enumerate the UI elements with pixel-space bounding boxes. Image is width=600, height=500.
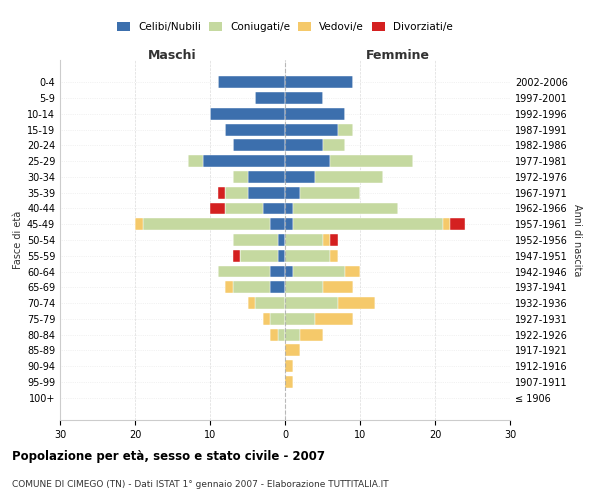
Bar xyxy=(285,344,300,356)
Bar xyxy=(285,140,323,151)
Bar xyxy=(263,313,270,325)
Text: Femmine: Femmine xyxy=(365,49,430,62)
Bar xyxy=(293,266,345,278)
Bar xyxy=(285,282,323,293)
Bar xyxy=(225,282,233,293)
Bar xyxy=(248,171,285,183)
Bar xyxy=(210,202,225,214)
Bar xyxy=(337,297,375,309)
Bar xyxy=(218,76,285,88)
Bar xyxy=(315,313,353,325)
Bar xyxy=(255,297,285,309)
Bar xyxy=(277,328,285,340)
Bar xyxy=(263,202,285,214)
Bar xyxy=(218,266,270,278)
Bar xyxy=(337,124,353,136)
Bar xyxy=(225,187,248,198)
Bar xyxy=(285,297,337,309)
Y-axis label: Fasce di età: Fasce di età xyxy=(13,211,23,269)
Bar xyxy=(285,328,300,340)
Bar xyxy=(255,92,285,104)
Bar xyxy=(143,218,270,230)
Bar xyxy=(330,250,337,262)
Bar xyxy=(248,187,285,198)
Bar xyxy=(345,266,360,278)
Bar xyxy=(285,218,293,230)
Bar xyxy=(248,297,255,309)
Bar xyxy=(285,266,293,278)
Bar xyxy=(330,234,337,246)
Text: Maschi: Maschi xyxy=(148,49,197,62)
Bar xyxy=(277,250,285,262)
Bar xyxy=(233,234,277,246)
Bar xyxy=(285,234,323,246)
Bar xyxy=(315,171,383,183)
Bar xyxy=(293,202,398,214)
Bar xyxy=(233,140,285,151)
Bar xyxy=(285,171,315,183)
Bar xyxy=(285,124,337,136)
Bar xyxy=(233,282,270,293)
Bar xyxy=(225,202,263,214)
Bar xyxy=(225,124,285,136)
Bar xyxy=(323,234,330,246)
Bar xyxy=(285,250,330,262)
Bar xyxy=(285,92,323,104)
Bar xyxy=(270,328,277,340)
Bar xyxy=(323,282,353,293)
Bar xyxy=(285,376,293,388)
Bar xyxy=(218,187,225,198)
Bar xyxy=(330,155,413,167)
Bar xyxy=(270,282,285,293)
Bar xyxy=(443,218,450,230)
Bar xyxy=(285,313,315,325)
Bar xyxy=(450,218,465,230)
Bar xyxy=(285,187,300,198)
Bar xyxy=(135,218,143,230)
Bar xyxy=(285,360,293,372)
Bar xyxy=(270,266,285,278)
Bar xyxy=(187,155,203,167)
Bar xyxy=(285,155,330,167)
Bar xyxy=(300,187,360,198)
Legend: Celibi/Nubili, Coniugati/e, Vedovi/e, Divorziati/e: Celibi/Nubili, Coniugati/e, Vedovi/e, Di… xyxy=(117,22,453,32)
Text: Popolazione per età, sesso e stato civile - 2007: Popolazione per età, sesso e stato civil… xyxy=(12,450,325,463)
Bar xyxy=(270,313,285,325)
Bar xyxy=(293,218,443,230)
Bar xyxy=(285,108,345,120)
Bar xyxy=(210,108,285,120)
Bar xyxy=(300,328,323,340)
Bar xyxy=(277,234,285,246)
Text: COMUNE DI CIMEGO (TN) - Dati ISTAT 1° gennaio 2007 - Elaborazione TUTTITALIA.IT: COMUNE DI CIMEGO (TN) - Dati ISTAT 1° ge… xyxy=(12,480,389,489)
Bar xyxy=(285,76,353,88)
Bar xyxy=(233,171,248,183)
Bar xyxy=(240,250,277,262)
Bar xyxy=(270,218,285,230)
Bar xyxy=(323,140,345,151)
Bar xyxy=(203,155,285,167)
Bar xyxy=(285,202,293,214)
Bar xyxy=(233,250,240,262)
Y-axis label: Anni di nascita: Anni di nascita xyxy=(572,204,581,276)
